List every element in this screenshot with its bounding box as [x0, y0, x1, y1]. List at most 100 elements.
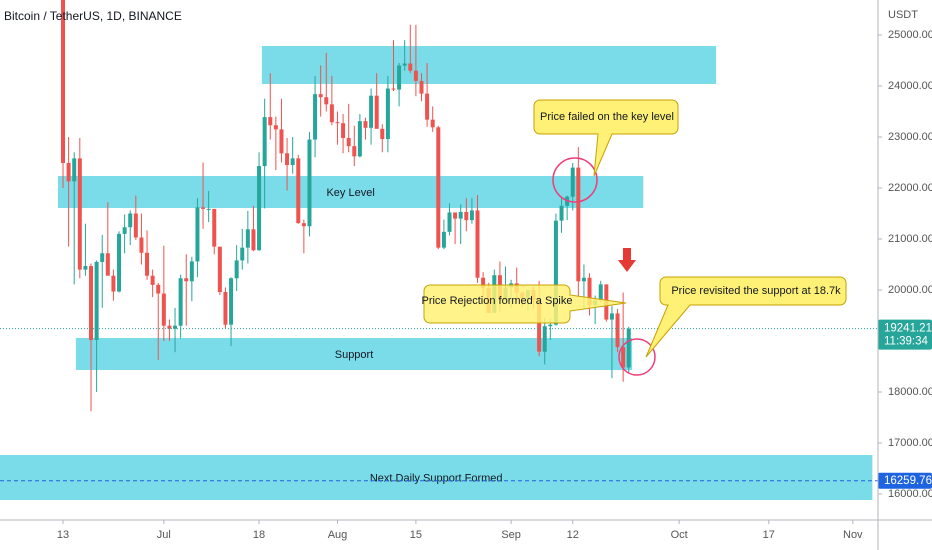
- y-tick-label: 25000.00: [888, 29, 932, 41]
- candles: [61, 0, 631, 412]
- zone: [0, 454, 873, 501]
- candle-body: [313, 94, 318, 140]
- candle-body: [251, 229, 256, 251]
- candle-body: [587, 277, 592, 306]
- candle-body: [268, 117, 273, 126]
- zone-label: Next Daily Support Formed: [370, 472, 503, 484]
- candle-body: [257, 166, 262, 251]
- candle-body: [609, 313, 614, 320]
- candle-body: [273, 125, 278, 130]
- highlight-circle: [618, 338, 656, 376]
- candle-body: [621, 347, 626, 368]
- candle-body: [117, 233, 122, 292]
- y-tick-label: 17000.00: [888, 437, 932, 449]
- candle-body: [397, 65, 402, 90]
- callout-text: Price Rejection formed a Spike: [421, 295, 572, 307]
- candle-body: [307, 139, 312, 227]
- candle-body: [105, 253, 110, 276]
- candle-body: [150, 275, 155, 285]
- y-tick-label: 18000.00: [888, 386, 932, 398]
- y-tick-label: 16000.00: [888, 488, 932, 500]
- candle-body: [83, 266, 88, 270]
- candle-body: [570, 167, 575, 197]
- candle-body: [419, 80, 424, 94]
- candle-body: [245, 229, 250, 248]
- candle-body: [391, 88, 396, 90]
- candle-body: [357, 121, 362, 157]
- callout-text: Price revisited the support at 18.7k: [671, 285, 841, 297]
- candle-body: [458, 211, 463, 219]
- candle-body: [189, 261, 194, 282]
- candle-body: [77, 158, 82, 270]
- support-tag: [878, 472, 932, 489]
- zone: [261, 46, 717, 84]
- callout: Price failed on the key level: [533, 99, 679, 177]
- y-tick-label: 21000.00: [888, 233, 932, 245]
- y-tick-label: 22000.00: [888, 182, 932, 194]
- callout-box: [645, 276, 847, 358]
- candle-body: [447, 212, 452, 232]
- candle-body: [581, 277, 586, 282]
- candle-body: [279, 129, 284, 154]
- support-tag-text: 16259.76: [884, 475, 932, 487]
- candle-body: [229, 278, 234, 325]
- candle-body: [167, 325, 172, 329]
- candle-body: [195, 207, 200, 262]
- candle-body: [66, 162, 71, 182]
- candle-body: [285, 153, 290, 166]
- candle-body: [318, 94, 323, 98]
- candle-body: [598, 284, 603, 301]
- candle-body: [430, 119, 435, 128]
- y-tick-label: 23000.00: [888, 131, 932, 143]
- candle-body: [296, 158, 301, 224]
- zone: [57, 176, 644, 208]
- candle-body: [201, 207, 206, 209]
- candle-body: [548, 324, 553, 327]
- zones: Key Level Support Next Daily Support Forme…: [0, 46, 873, 501]
- zone-label: Support: [335, 349, 374, 361]
- candle-body: [537, 300, 542, 352]
- candle-body: [369, 95, 374, 128]
- arrow-down: [618, 248, 636, 272]
- candle-body: [72, 158, 77, 182]
- candle-body: [133, 213, 138, 238]
- candle-body: [206, 208, 211, 210]
- candle-body: [425, 93, 430, 120]
- candle-body: [408, 63, 413, 71]
- candle-body: [61, 0, 66, 163]
- x-tick-label: 18: [253, 529, 265, 541]
- countdown-text: 11:39:34: [884, 336, 929, 348]
- candle-body: [290, 158, 295, 166]
- candle-body: [615, 313, 620, 348]
- candle-body: [436, 127, 441, 248]
- candle-body: [240, 247, 245, 261]
- price-tag-text: 19241.21: [884, 323, 932, 335]
- candle-body: [212, 208, 217, 247]
- price-tag: [878, 319, 932, 350]
- y-tick-label: 20000.00: [888, 284, 932, 296]
- callout-text: Price failed on the key level: [540, 111, 674, 123]
- x-tick-label: Oct: [671, 529, 688, 541]
- candle-body: [184, 278, 189, 282]
- candle-body: [217, 246, 222, 293]
- candle-body: [128, 213, 133, 228]
- highlight-circle: [552, 157, 598, 203]
- candle-body: [559, 205, 564, 221]
- callout: Price revisited the support at 18.7k: [645, 276, 847, 358]
- candle-body: [352, 146, 357, 157]
- candle-body: [341, 123, 346, 139]
- candle-body: [469, 210, 474, 221]
- candle-body: [475, 210, 480, 278]
- chart-title: Bitcoin / TetherUS, 1D, BINANCE: [4, 9, 182, 23]
- candle-body: [111, 275, 116, 292]
- candle-body: [441, 231, 446, 248]
- candle-body: [542, 326, 547, 352]
- x-tick-label: 12: [567, 529, 579, 541]
- candle-body: [223, 292, 228, 325]
- x-tick-label: 17: [763, 529, 775, 541]
- candle-body: [262, 117, 267, 167]
- x-tick-label: Aug: [328, 529, 348, 541]
- x-tick-label: 15: [410, 529, 422, 541]
- candle-body: [324, 97, 329, 105]
